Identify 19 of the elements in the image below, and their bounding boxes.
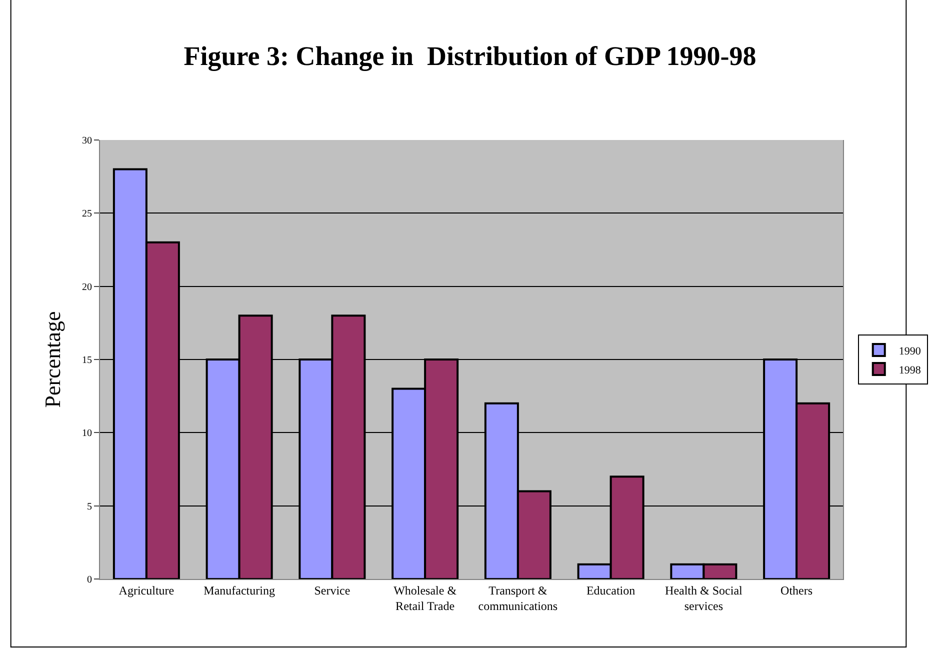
- x-tick-label: Education: [586, 583, 636, 598]
- x-tick-label: Agriculture: [118, 583, 174, 598]
- y-tick-label: 10: [82, 428, 92, 440]
- x-tick-label: Wholesale & Retail Trade: [394, 583, 458, 613]
- y-tick-label: 20: [82, 282, 92, 293]
- y-tick-label: 5: [87, 501, 92, 512]
- x-tick-label: Manufacturing: [204, 583, 275, 598]
- y-tick-label: 25: [82, 208, 92, 220]
- y-tick-label: 30: [82, 136, 92, 146]
- x-tick-label: Transport & communications: [478, 583, 558, 613]
- chart-title: Figure 3: Change in Distribution of GDP 1990-98: [184, 41, 756, 72]
- legend-label: 1998: [898, 364, 922, 376]
- y-tick-label: 0: [87, 574, 92, 586]
- x-tick-label: Others: [780, 583, 813, 598]
- y-axis-title: Percentage: [40, 311, 65, 408]
- y-tick-label: 15: [82, 355, 92, 366]
- legend-label: 1990: [898, 345, 922, 358]
- x-tick-label: Service: [314, 583, 350, 598]
- x-tick-label: Health & Social services: [665, 583, 744, 613]
